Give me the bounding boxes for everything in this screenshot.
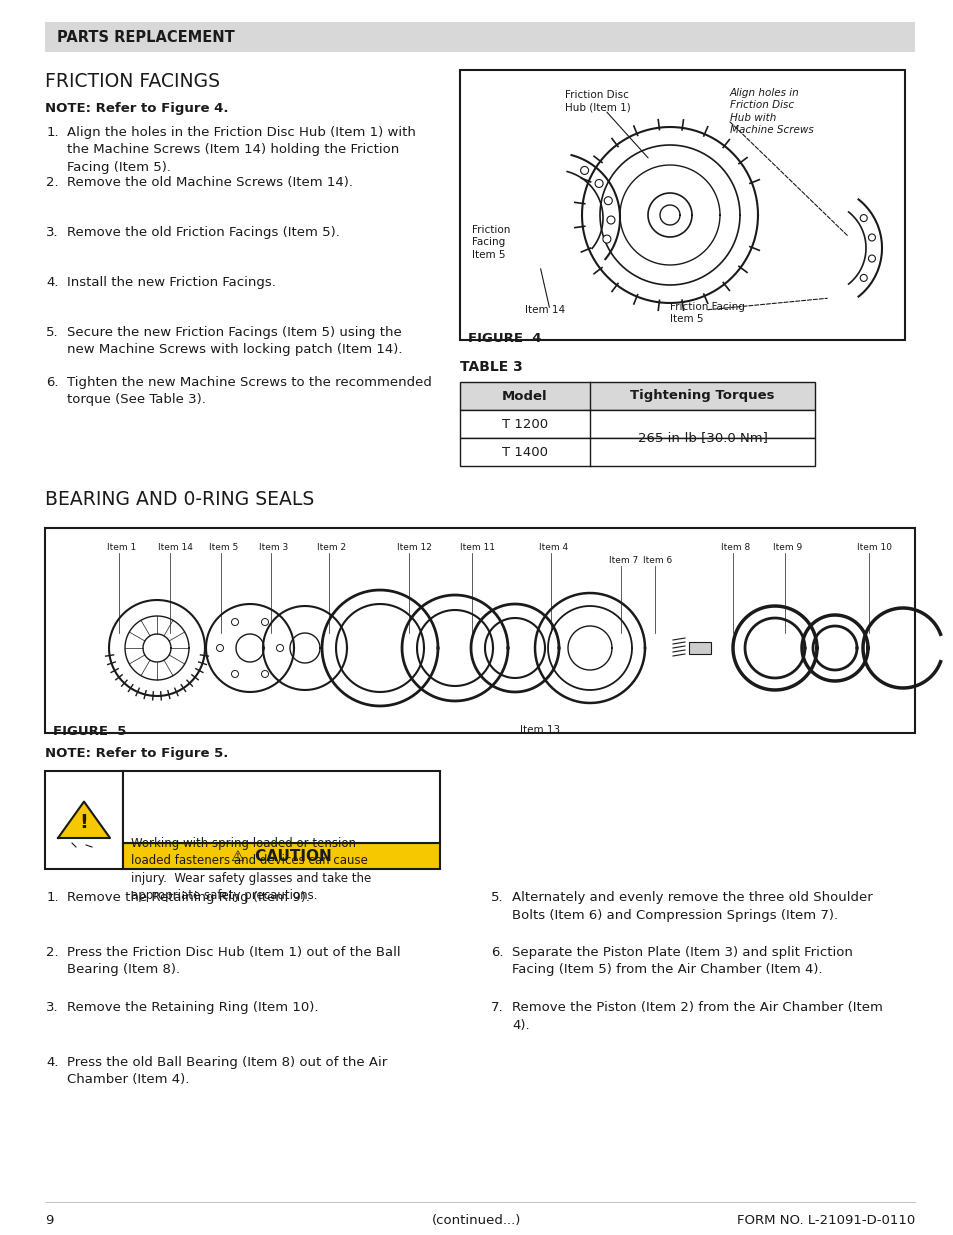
Text: Item 4: Item 4	[538, 543, 568, 552]
Text: 1.: 1.	[47, 126, 59, 140]
Text: 2.: 2.	[47, 946, 59, 960]
Circle shape	[867, 233, 875, 241]
Bar	[459, 410, 814, 438]
Text: Press the old Ball Bearing (Item 8) out of the Air
Chamber (Item 4).: Press the old Ball Bearing (Item 8) out …	[67, 1056, 387, 1087]
Text: 6.: 6.	[491, 946, 503, 960]
Polygon shape	[58, 802, 110, 839]
Text: FRICTION FACINGS: FRICTION FACINGS	[45, 72, 220, 91]
Bar	[459, 70, 904, 340]
Text: Tighten the new Machine Screws to the recommended
torque (See Table 3).: Tighten the new Machine Screws to the re…	[67, 375, 432, 406]
Text: Item 3: Item 3	[258, 543, 288, 552]
Circle shape	[261, 619, 268, 625]
Text: Remove the old Machine Screws (Item 14).: Remove the old Machine Screws (Item 14).	[67, 177, 353, 189]
Bar	[123, 844, 439, 869]
Circle shape	[606, 216, 615, 224]
Bar	[45, 771, 123, 869]
Text: 5.: 5.	[491, 890, 503, 904]
Text: Item 14: Item 14	[158, 543, 193, 552]
Text: Tightening Torques: Tightening Torques	[630, 389, 774, 403]
Text: Item 11: Item 11	[459, 543, 495, 552]
Text: Align the holes in the Friction Disc Hub (Item 1) with
the Machine Screws (Item : Align the holes in the Friction Disc Hub…	[67, 126, 416, 174]
Text: 2.: 2.	[47, 177, 59, 189]
Text: ⚠  CAUTION: ⚠ CAUTION	[231, 848, 332, 863]
Text: 4.: 4.	[47, 1056, 59, 1070]
Text: 9: 9	[45, 1214, 53, 1228]
Circle shape	[595, 179, 602, 188]
Text: T 1200: T 1200	[501, 417, 547, 431]
Bar	[459, 382, 814, 410]
Bar	[45, 529, 914, 734]
Text: Item 2: Item 2	[316, 543, 346, 552]
Text: Secure the new Friction Facings (Item 5) using the
new Machine Screws with locki: Secure the new Friction Facings (Item 5)…	[67, 326, 402, 357]
Text: BEARING AND 0-RING SEALS: BEARING AND 0-RING SEALS	[45, 490, 314, 509]
Text: Friction Facing
Item 5: Friction Facing Item 5	[669, 303, 744, 325]
Text: Item 10: Item 10	[856, 543, 891, 552]
Text: Item 12: Item 12	[396, 543, 432, 552]
Text: Separate the Piston Plate (Item 3) and split Friction
Facing (Item 5) from the A: Separate the Piston Plate (Item 3) and s…	[512, 946, 852, 977]
Text: Alternately and evenly remove the three old Shoulder
Bolts (Item 6) and Compress: Alternately and evenly remove the three …	[512, 890, 872, 921]
Text: Remove the old Friction Facings (Item 5).: Remove the old Friction Facings (Item 5)…	[67, 226, 339, 240]
Bar	[688, 642, 710, 655]
Circle shape	[602, 235, 610, 243]
Text: 3.: 3.	[47, 1002, 59, 1014]
Circle shape	[276, 645, 283, 652]
Text: NOTE: Refer to Figure 4.: NOTE: Refer to Figure 4.	[45, 103, 229, 115]
Text: Item 13: Item 13	[519, 725, 559, 735]
Text: Item 6: Item 6	[642, 556, 672, 564]
Circle shape	[261, 671, 268, 678]
Circle shape	[580, 167, 588, 174]
Text: FORM NO. L-21091-D-0110: FORM NO. L-21091-D-0110	[736, 1214, 914, 1228]
Text: FIGURE  4: FIGURE 4	[468, 332, 541, 345]
Text: Model: Model	[501, 389, 547, 403]
Text: T 1400: T 1400	[501, 446, 547, 458]
Text: Press the Friction Disc Hub (Item 1) out of the Ball
Bearing (Item 8).: Press the Friction Disc Hub (Item 1) out…	[67, 946, 400, 977]
Text: Remove the Piston (Item 2) from the Air Chamber (Item
4).: Remove the Piston (Item 2) from the Air …	[512, 1002, 882, 1031]
Text: !: !	[79, 813, 89, 832]
Text: Item 9: Item 9	[772, 543, 801, 552]
Text: Remove the Retaining Ring (Item 9).: Remove the Retaining Ring (Item 9).	[67, 890, 310, 904]
Text: Align holes in
Friction Disc
Hub with
Machine Screws: Align holes in Friction Disc Hub with Ma…	[729, 88, 813, 135]
Text: Working with spring loaded or tension
loaded fasteners and devices can cause
inj: Working with spring loaded or tension lo…	[131, 837, 371, 903]
Text: Item 14: Item 14	[524, 305, 564, 315]
Circle shape	[232, 619, 238, 625]
Text: 7.: 7.	[491, 1002, 503, 1014]
Bar	[45, 22, 914, 52]
Text: NOTE: Refer to Figure 5.: NOTE: Refer to Figure 5.	[45, 747, 228, 760]
Circle shape	[860, 215, 866, 221]
Circle shape	[867, 256, 875, 262]
Text: Install the new Friction Facings.: Install the new Friction Facings.	[67, 275, 275, 289]
Text: Item 1: Item 1	[107, 543, 136, 552]
Circle shape	[216, 645, 223, 652]
Text: Friction
Facing
Item 5: Friction Facing Item 5	[472, 225, 510, 259]
Text: 6.: 6.	[47, 375, 59, 389]
Circle shape	[603, 196, 612, 205]
Text: Item 5: Item 5	[209, 543, 238, 552]
Text: 1.: 1.	[47, 890, 59, 904]
Text: PARTS REPLACEMENT: PARTS REPLACEMENT	[57, 30, 234, 44]
Bar	[123, 771, 439, 844]
Circle shape	[232, 671, 238, 678]
Text: Friction Disc
Hub (Item 1): Friction Disc Hub (Item 1)	[564, 90, 630, 112]
Text: Item 8: Item 8	[720, 543, 749, 552]
Text: 3.: 3.	[47, 226, 59, 240]
Bar	[459, 438, 814, 466]
Text: FIGURE  5: FIGURE 5	[53, 725, 126, 739]
Text: Item 7: Item 7	[608, 556, 638, 564]
Text: TABLE 3: TABLE 3	[459, 359, 522, 374]
Text: 5.: 5.	[47, 326, 59, 338]
Text: 265 in-lb [30.0 Nm]: 265 in-lb [30.0 Nm]	[637, 431, 766, 445]
Text: Remove the Retaining Ring (Item 10).: Remove the Retaining Ring (Item 10).	[67, 1002, 318, 1014]
Circle shape	[860, 274, 866, 282]
Text: (continued...): (continued...)	[432, 1214, 521, 1228]
Text: 4.: 4.	[47, 275, 59, 289]
